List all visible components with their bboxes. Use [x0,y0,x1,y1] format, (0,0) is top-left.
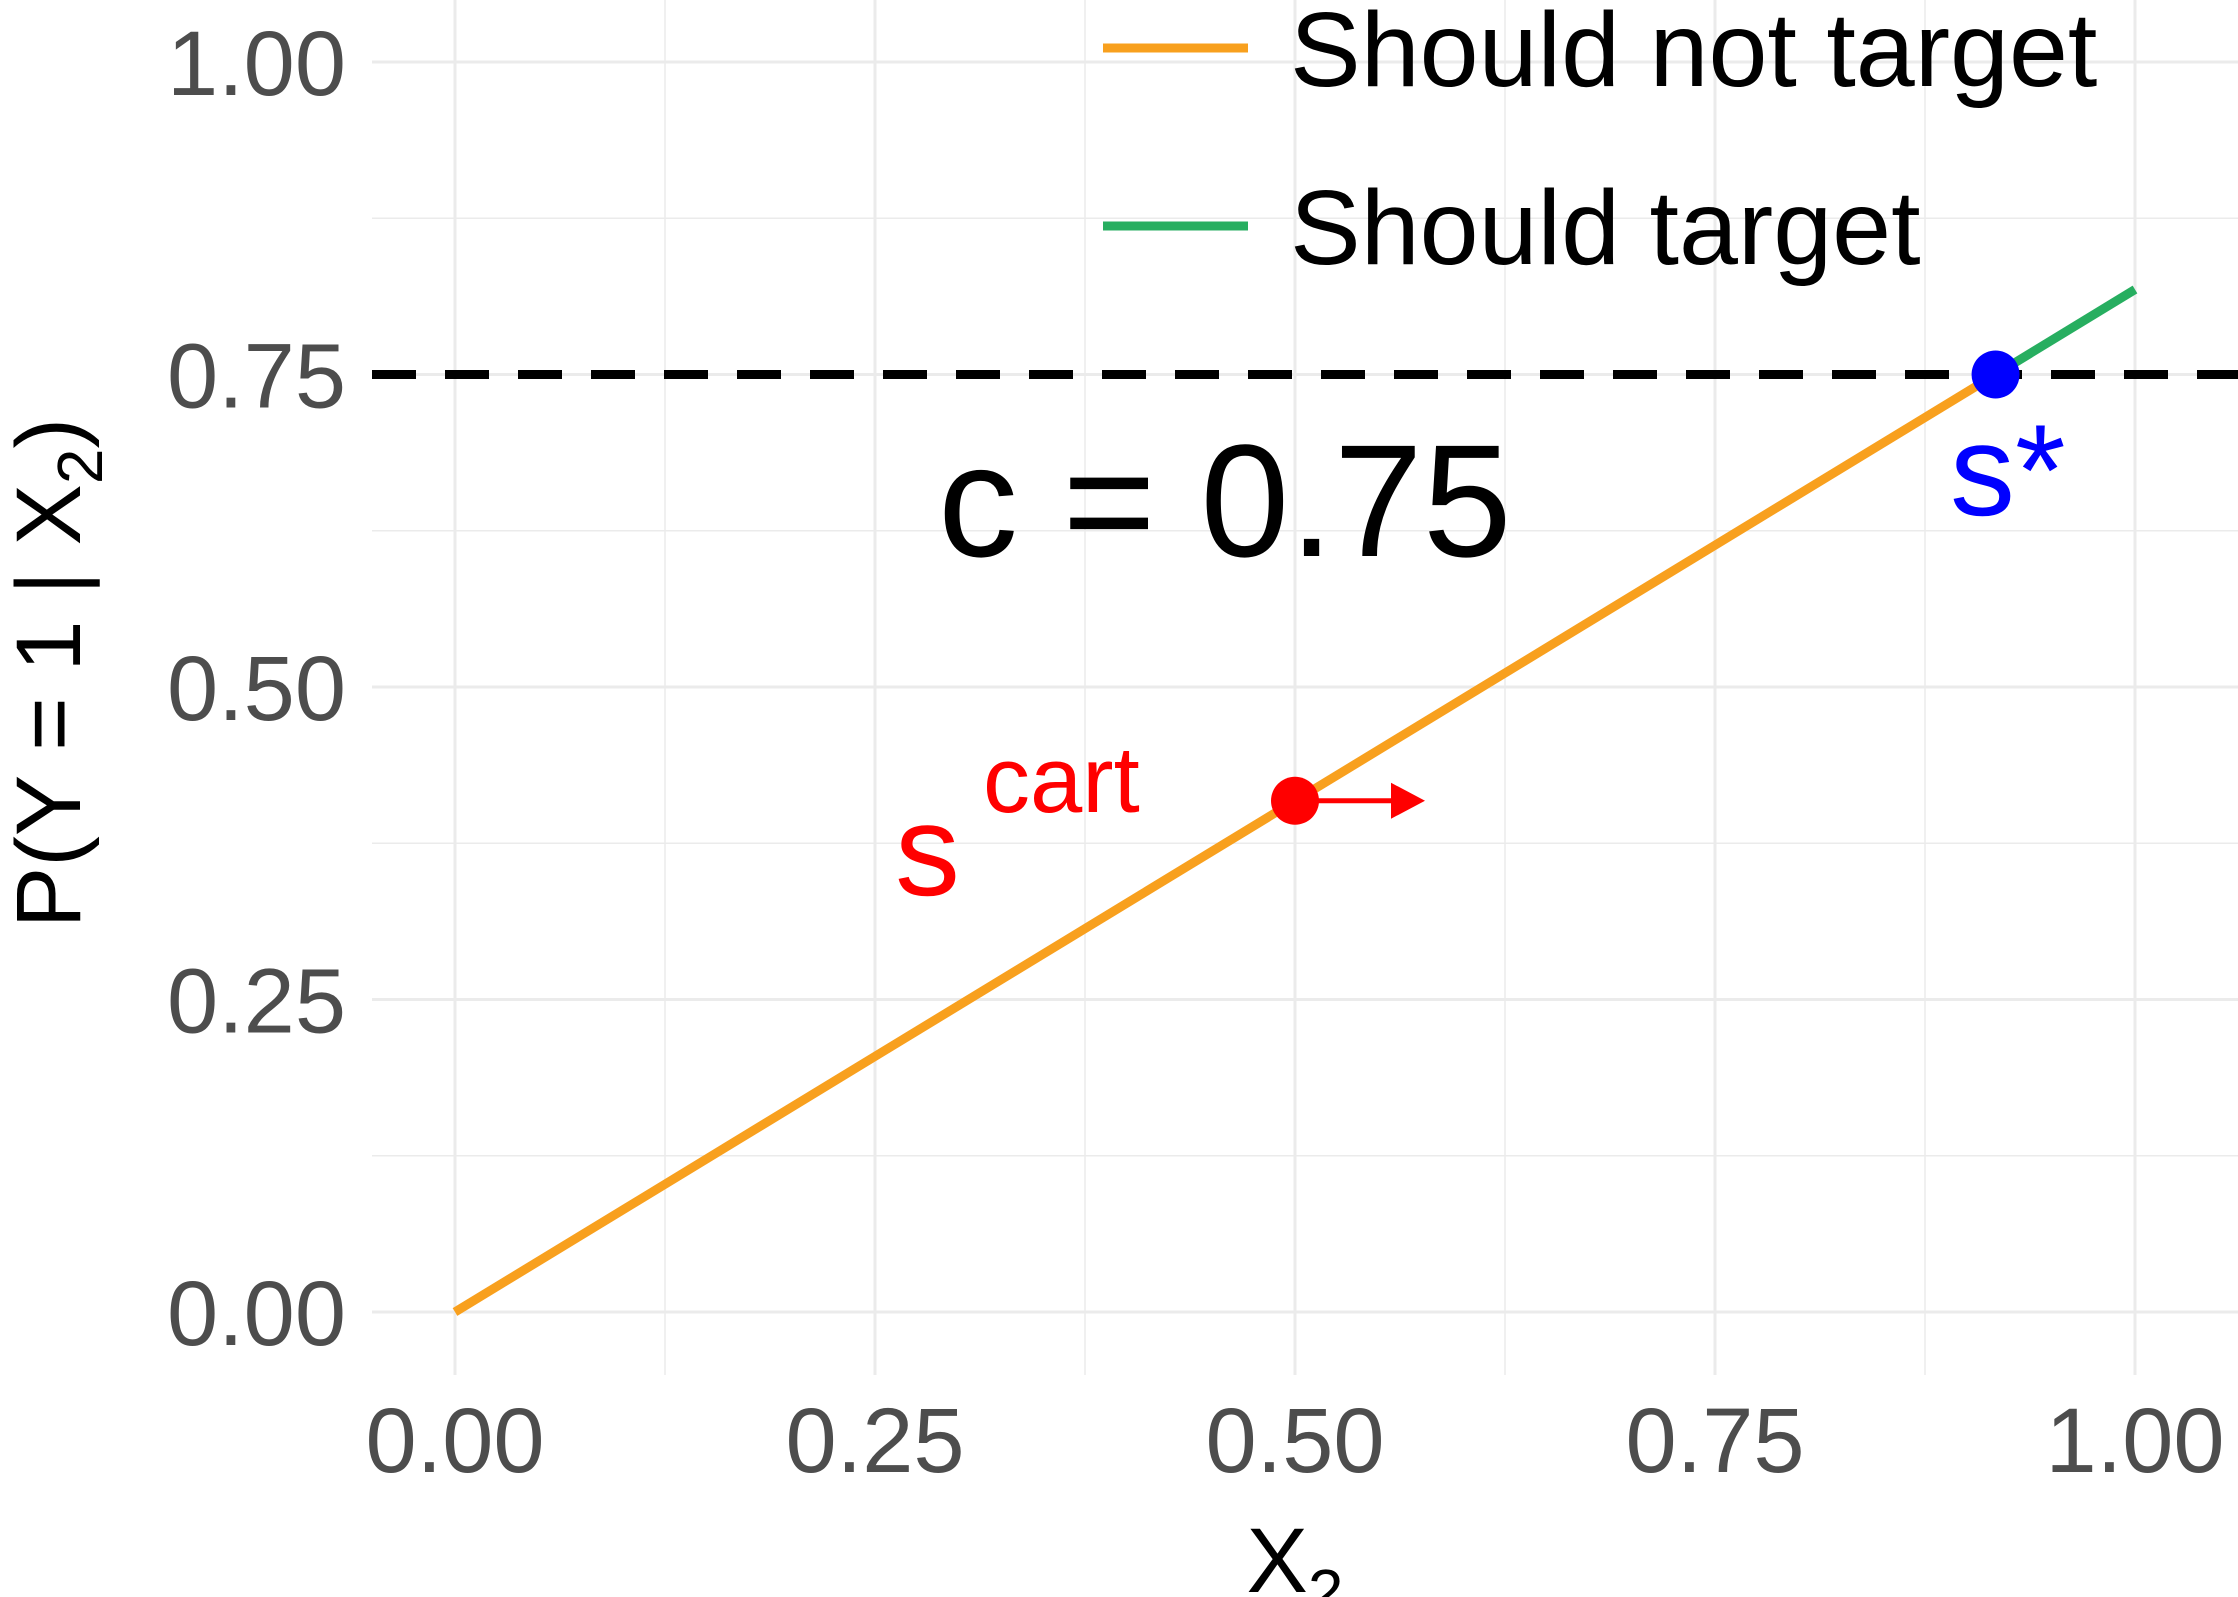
x-axis-title-main: X [1247,1510,1308,1597]
y-axis-title-sub: 2 [44,448,116,484]
x-tick-label: 0.25 [785,1390,964,1492]
label-s-cart-base: s [895,777,960,923]
legend-label-should-target: Should target [1290,169,1921,287]
x-tick-label: 0.50 [1205,1390,1384,1492]
y-tick-label: 1.00 [167,13,346,115]
threshold-annotation: c = 0.75 [938,411,1512,590]
series-lines [452,285,2138,1316]
point-s-star [1971,350,2020,399]
legend: Should not target Should target [1103,0,2097,287]
x-tick-label: 0.00 [365,1390,544,1492]
y-axis-title: P(Y = 1 | X2) [0,418,116,928]
y-axis-title-prefix: P(Y = 1 | X [0,484,100,928]
label-s-cart: s [895,777,960,923]
x-tick-label: 1.00 [2045,1390,2224,1492]
series-line-1 [1993,285,2138,379]
y-tick-label: 0.00 [167,1263,346,1365]
label-s-cart-superscript: cart [983,727,1140,832]
series-line-0 [452,370,1998,1316]
x-axis-title-sub: 2 [1308,1556,1344,1597]
point-s-cart [1271,776,1319,825]
x-tick-label: 0.75 [1625,1390,1804,1492]
y-axis-title-suffix: ) [0,418,100,449]
legend-label-should-not-target: Should not target [1290,0,2097,109]
y-tick-label: 0.25 [167,951,346,1053]
cart-arrow-head [1391,782,1425,819]
tick-labels: 0.00 0.25 0.50 0.75 1.00 0.00 0.25 0.50 0.75 1.00 [167,13,2225,1492]
x-axis-title: X2 [1247,1510,1344,1597]
y-tick-label: 0.50 [167,638,346,740]
label-s-star: s* [1950,397,2066,543]
y-tick-label: 0.75 [167,326,346,428]
